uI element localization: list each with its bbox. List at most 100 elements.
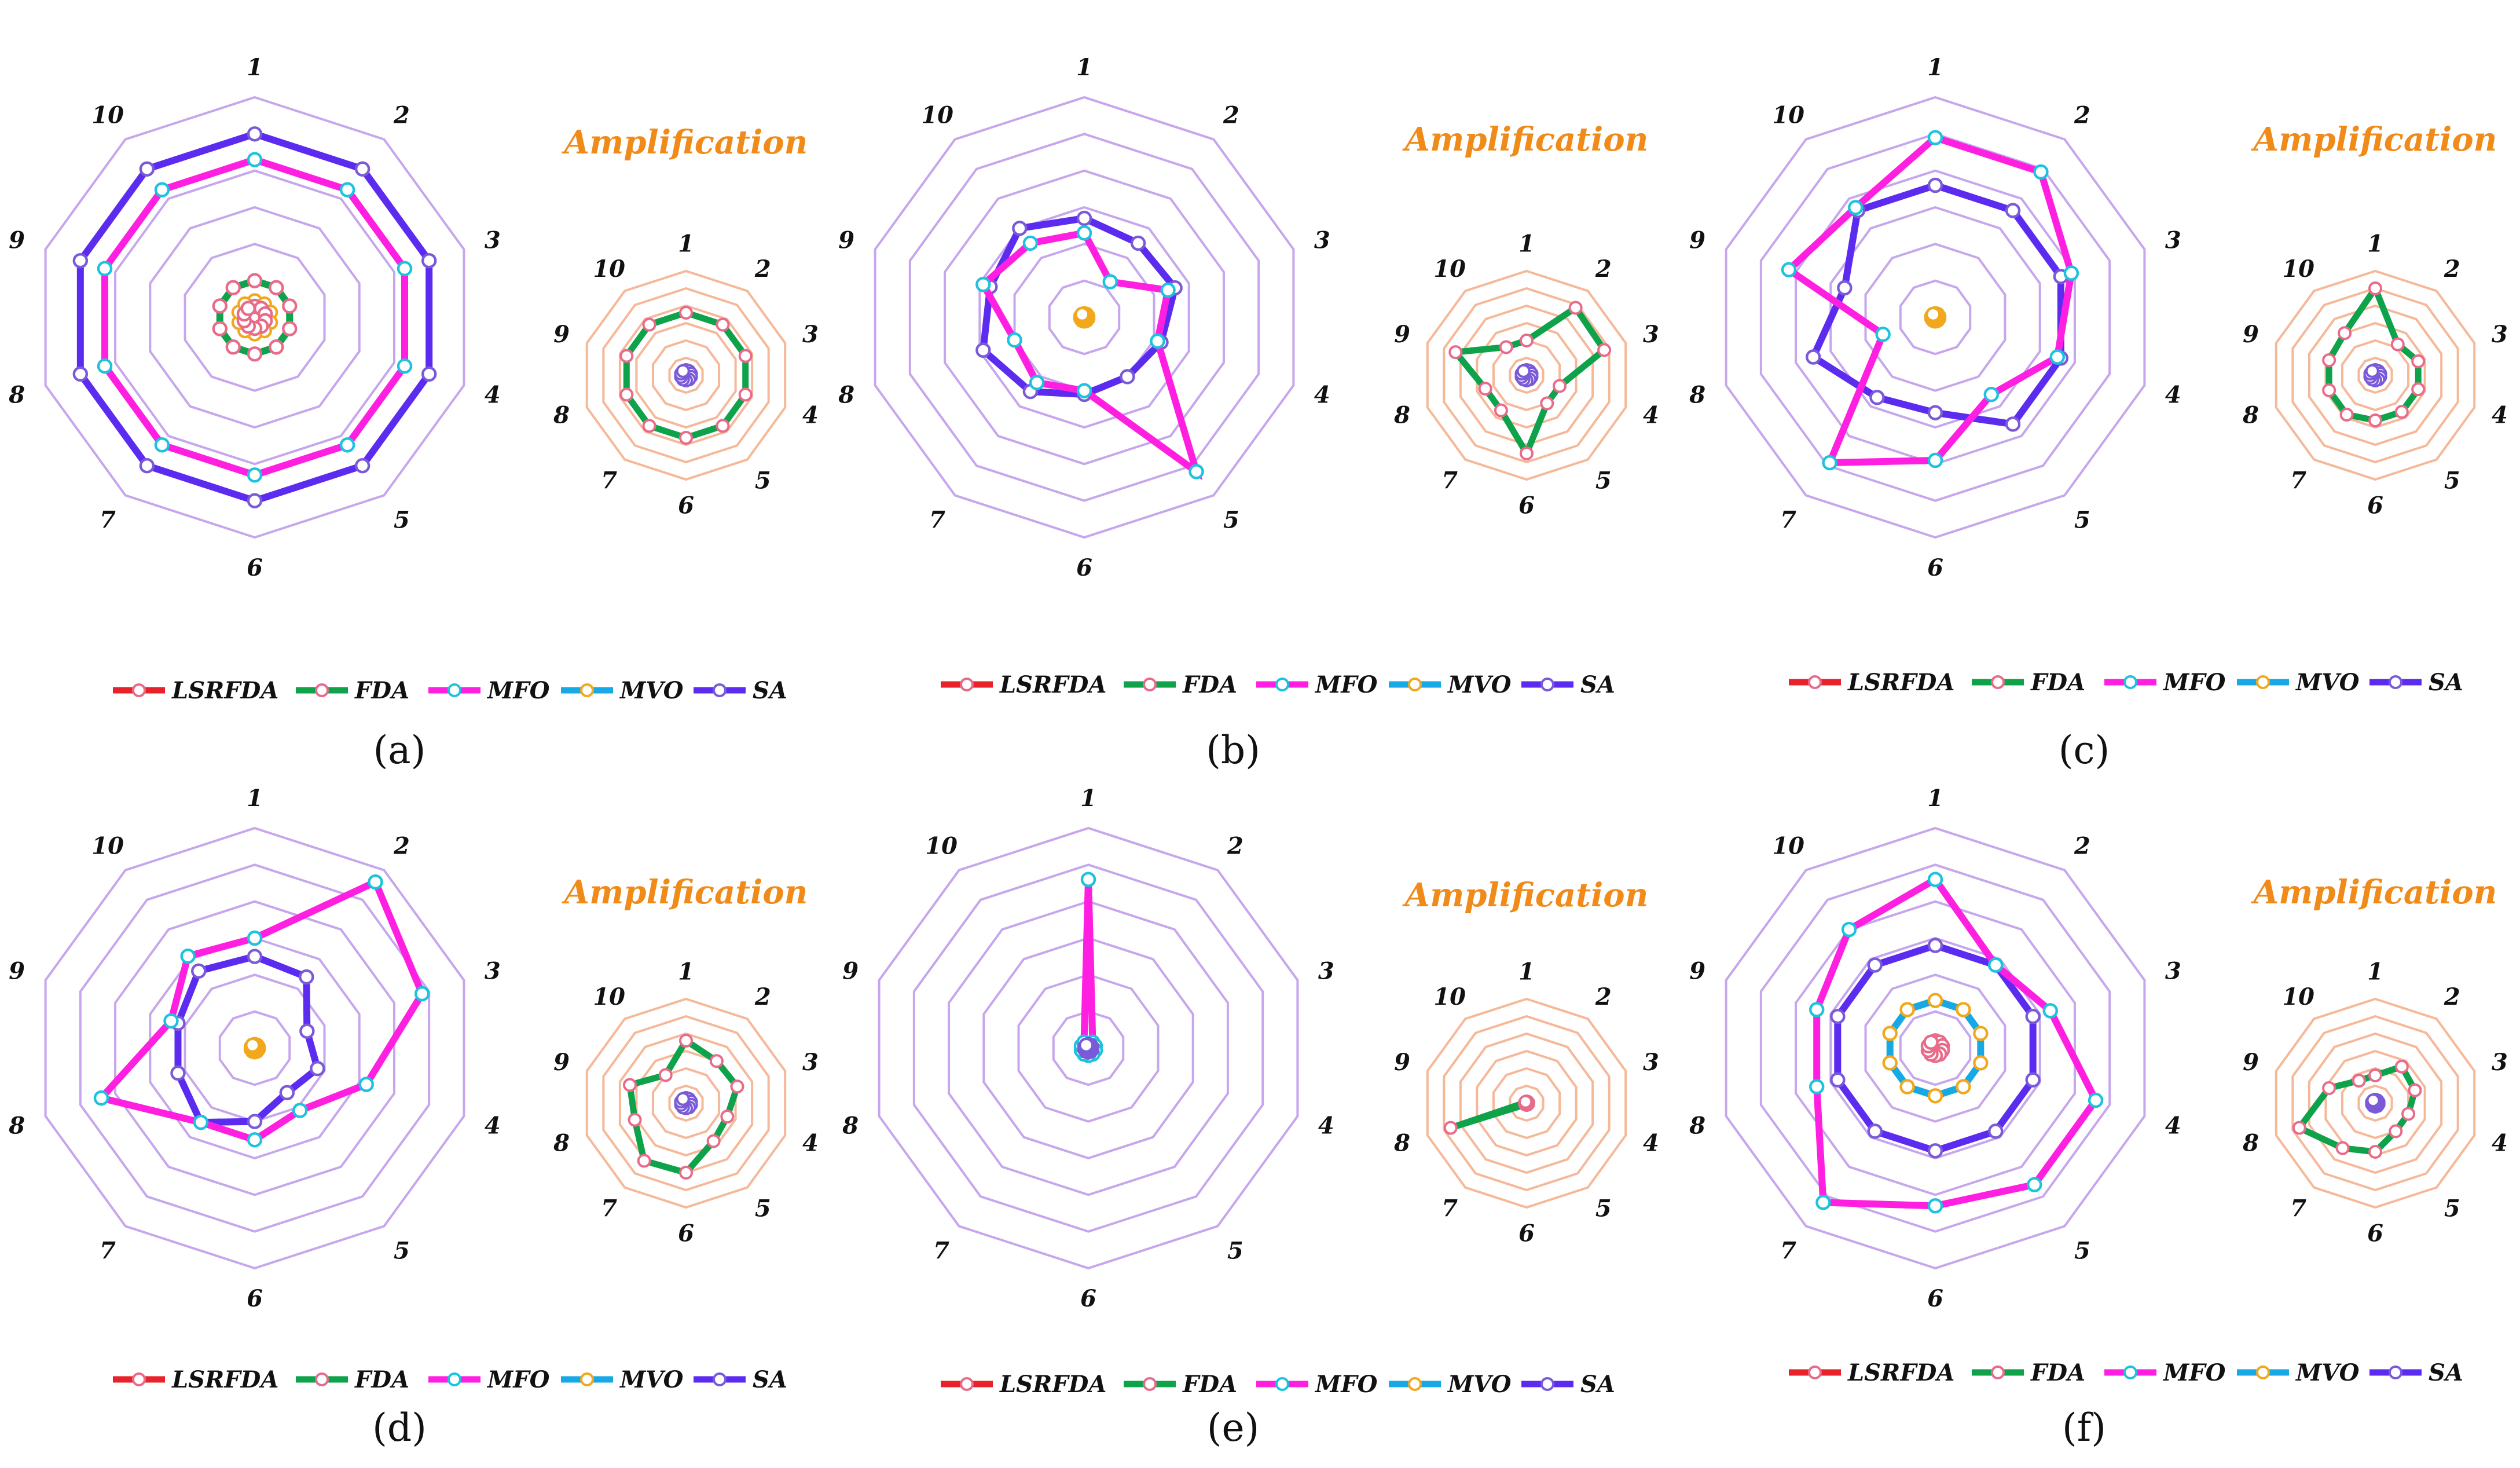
panel-1-main-grid-ring-3 [149,206,361,429]
panel-4-main-point-sa-10 [191,963,207,979]
panel-4-legend: LSRFDA FDA MFO MVO SA [113,1366,787,1393]
panel-4-main-radar: 1 2 3 4 5 6 7 8 9 10 [8,785,501,1312]
panel-4-amp-axis-label-2: 2 [754,983,771,1011]
panel-6-main-grid-ring-4 [1795,900,2076,1196]
panel-5-amp-axis-label-7: 7 [1441,1195,1458,1222]
panel-2-amp-axis-label-4: 4 [1643,401,1659,429]
panel-2-main-point-sa-5 [1120,369,1135,385]
panel-2-main-grid-ring-4 [944,169,1225,466]
panel-2-amp-grid-ring-2 [1492,339,1561,412]
panel-1-amp-point-fda-10 [642,317,656,332]
panel-1-main-axis-label-4: 4 [485,381,501,408]
panel-3-amp-axis-label-8: 8 [2242,401,2259,429]
panel-5-amp-point-fda-8 [1443,1121,1458,1135]
panel-1-main-point-mfo-3 [397,261,413,277]
panel-3-amp-axis-label-7: 7 [2290,467,2306,494]
panel-3-main-point-mfo-4 [2049,349,2066,365]
panel-2-main-grid-ring-6 [874,96,1295,539]
panel-6-amp-point-fda-8 [2292,1121,2306,1135]
panel-1-legend-marker-mfo [447,683,461,697]
panel-1-main-axis-label-3: 3 [485,227,501,254]
panel-3-legend-marker-mfo [2123,675,2137,689]
panel-5-legend-marker-lsrfda [960,1377,974,1391]
panel-1-main-point-sa-7 [139,457,155,474]
panel-6-main-point-mfo-2 [1988,957,2004,973]
panel-4-legend-marker-sa [713,1372,727,1386]
panel-2-main-axis-label-2: 2 [1223,102,1239,129]
panel-3-main-point-mfo-1 [1927,130,1943,145]
panel-4-amplification-radar: 1 2 3 4 5 6 7 8 9 10 [553,958,819,1247]
panel-2-main-point-mvo-10 [1074,306,1090,323]
panel-1-main-point-sa-6 [247,493,263,508]
panel-6-amp-point-fda-6 [2368,1145,2382,1159]
panel-3-main-point-sa-7 [1869,390,1885,405]
panel-1-amp-point-fda-6 [679,431,693,445]
panel-2-amp-grid-ring-1 [1509,356,1545,394]
panel-3-amp-point-sa-10 [2365,364,2379,378]
panel-4-amp-point-fda-10 [658,1068,673,1082]
panel-4-legend-label-lsrfda: LSRFDA [171,1366,278,1393]
panel-6-main-axis-label-2: 2 [2074,833,2090,860]
panel-4-main-axis-label-1: 1 [247,785,263,812]
panel-1-amp-axis-label-9: 9 [553,321,570,348]
panel-5-main-grid-ring-4 [948,900,1229,1196]
panel-5: 1 2 3 4 5 6 7 8 9 10 Amplification 1 2 3 4 5 6 7 8 9 10 LSRFD… [842,785,1659,1450]
panel-4-main-axis-label-10: 10 [91,833,124,860]
panel-6-main-grid-ring-6 [1725,826,2146,1270]
panel-6-main-point-mvo-6 [1927,1088,1943,1104]
panel-4-main-point-sa-5 [279,1085,295,1101]
panel-1-main-point-sa-8 [72,366,89,382]
panel-1-main-axis-label-10: 10 [91,102,124,129]
panel-3-amp-point-fda-2 [2390,337,2405,352]
panel-2-main-axis-label-8: 8 [838,381,854,408]
panel-6-main-axis-label-4: 4 [2165,1112,2181,1139]
panel-4-main-point-mfo-9 [163,1013,179,1029]
panel-4-legend-marker-mvo [580,1372,594,1386]
panel-1-legend-marker-mvo [580,683,594,697]
panel-4-amp-point-fda-7 [637,1154,651,1168]
panel-5-main-axis-label-8: 8 [842,1112,859,1139]
panel-6-amp-point-fda-2 [2394,1059,2409,1074]
panel-1-main-point-fda-1 [247,273,263,288]
panel-1-legend-label-mvo: MVO [619,677,684,704]
panel-1-amp-point-fda-2 [716,317,730,332]
panel-3-amp-point-fda-1 [2368,281,2382,295]
panel-3-amp-point-fda-3 [2411,354,2426,368]
panel-1-main-point-sa-5 [354,457,371,474]
panel-2-amp-axis-label-1: 1 [1518,230,1535,258]
panel-4-legend-marker-mfo [447,1372,461,1386]
panel-2-main-point-sa-10 [1012,221,1028,236]
panel-5-legend: LSRFDA FDA MFO MVO SA [941,1371,1615,1398]
panel-2-main-grid-ring-1 [1048,279,1121,356]
panel-4-amp-axis-label-1: 1 [678,958,694,986]
panel-2-main-point-sa-2 [1130,235,1146,251]
panel-2-main-grid-ring-3 [978,206,1190,429]
panel-1-main-point-mfo-10 [154,182,170,197]
panel-6-main-grid-ring-5 [1759,863,2111,1233]
panel-3-main-point-mfo-8 [1875,327,1891,342]
panel-1-legend-marker-sa [713,683,727,697]
panel-2-amp-point-fda-3 [1597,343,1612,357]
panel-3-amp-point-fda-4 [2411,382,2426,397]
panel-4-main-point-mfo-1 [247,930,263,946]
panel-3-legend: LSRFDA FDA MFO MVO SA [1789,669,2463,696]
panel-3-main-grid-ring-2 [1864,243,2007,392]
panel-2-legend: LSRFDA FDA MFO MVO SA [941,671,1615,698]
panel-3-amp-grid-ring-6 [2275,269,2476,481]
panel-1-main-radar: 1 2 3 4 5 6 7 8 9 10 [8,54,501,581]
panel-6-label: (f) [2062,1405,2106,1450]
panel-1-amp-axis-label-3: 3 [802,321,819,348]
panel-6-amp-axis-label-3: 3 [2492,1049,2508,1076]
panel-4-amp-axis-label-4: 4 [802,1129,819,1156]
panel-5-main-point-sa-10 [1079,1037,1094,1053]
panel-5-amp-grid-ring-6 [1426,997,1627,1209]
panel-3-amp-axis-label-10: 10 [2282,255,2314,283]
panel-4-main-point-mfo-10 [180,948,196,964]
panel-6-amp-grid-ring-1 [2357,1084,2393,1122]
panel-4: 1 2 3 4 5 6 7 8 9 10 Amplification 1 2 3 4 5 6 7 8 9 10 LSRFD… [8,785,819,1450]
panel-1: 1 2 3 4 5 6 7 8 9 10 Amplification 1 2 3 4 5 6 7 8 9 10 LSRFD… [8,54,819,773]
panel-6-main-point-mfo-8 [1809,1079,1825,1094]
panel-6-main-point-sa-1 [1927,938,1943,953]
panel-1-amp-grid-ring-2 [651,339,721,412]
panel-4-amp-grid-ring-6 [585,997,787,1209]
